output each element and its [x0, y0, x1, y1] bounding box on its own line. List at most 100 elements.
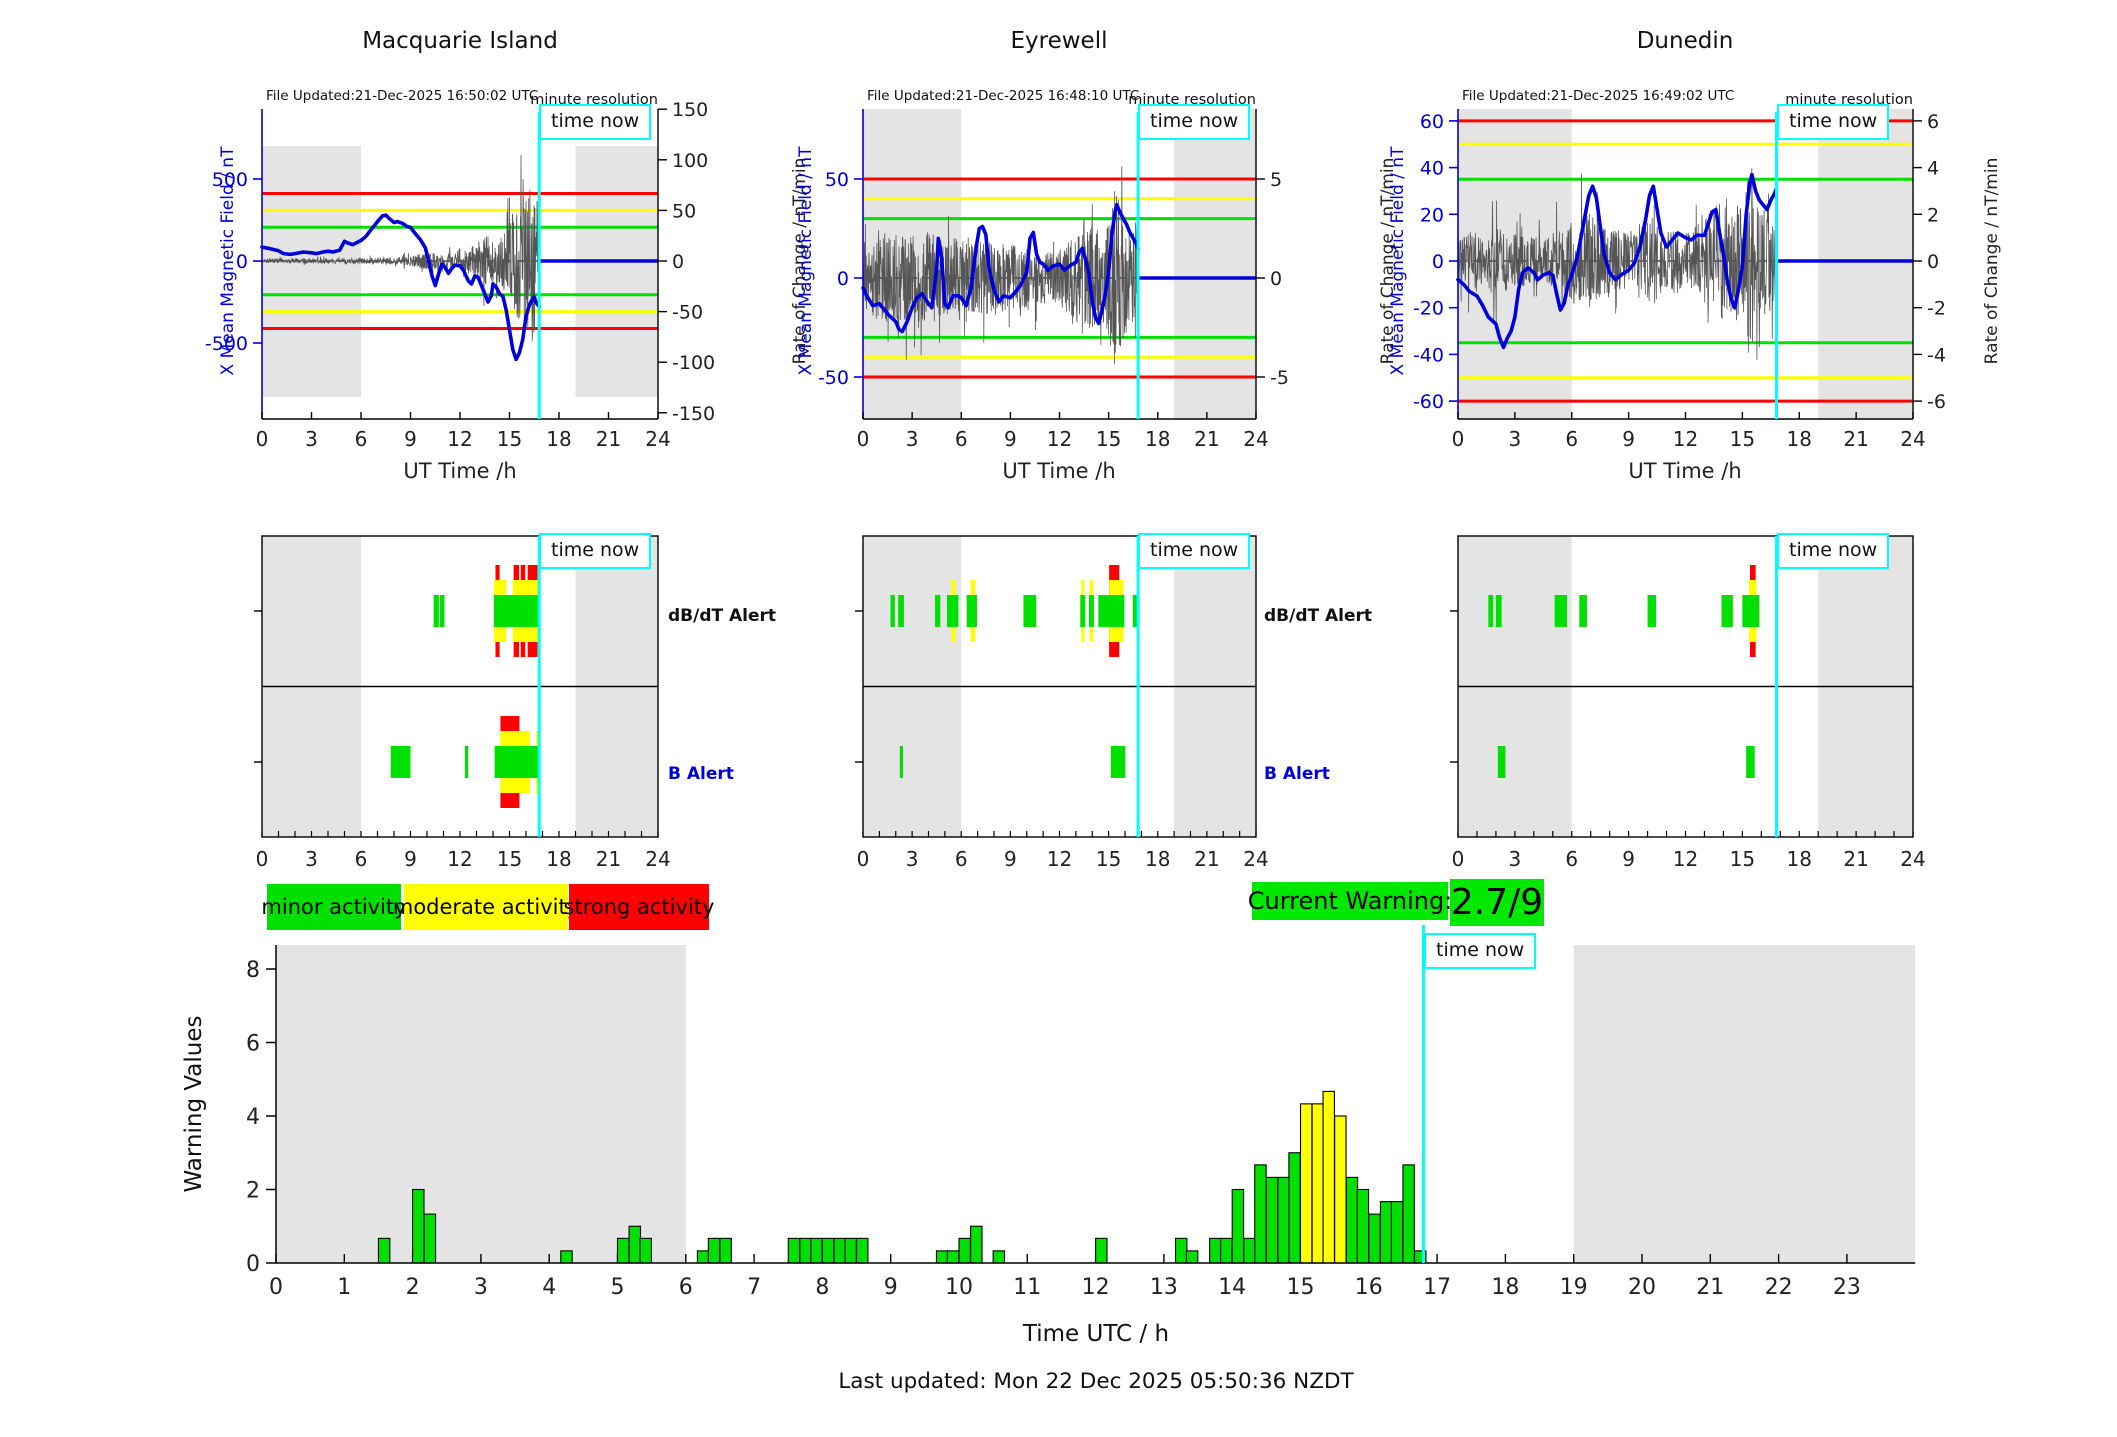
minute-resolution-macquarie: minute resolution — [530, 92, 658, 108]
svg-text:18: 18 — [546, 427, 571, 451]
svg-text:24: 24 — [1243, 847, 1268, 871]
svg-text:20: 20 — [1628, 1275, 1656, 1300]
svg-text:15: 15 — [1096, 427, 1121, 451]
svg-text:15: 15 — [1287, 1275, 1315, 1300]
svg-text:-6: -6 — [1927, 391, 1946, 413]
svg-text:0: 0 — [1270, 268, 1282, 290]
file-updated-eyrewell: File Updated:21-Dec-2025 16:48:10 UTC — [867, 88, 1140, 104]
file-updated-dunedin: File Updated:21-Dec-2025 16:49:02 UTC — [1462, 88, 1735, 104]
svg-text:12: 12 — [447, 847, 472, 871]
svg-text:0: 0 — [672, 251, 684, 273]
svg-text:-50: -50 — [818, 367, 849, 389]
dbdt-alert-label-macquarie: dB/dT Alert — [668, 606, 777, 626]
svg-text:50: 50 — [825, 169, 849, 191]
alert-panel-eyrewell: 0 3 6 9 12 15 18 21 24 — [855, 535, 1269, 871]
svg-text:60: 60 — [1420, 111, 1444, 133]
svg-text:5: 5 — [1270, 169, 1282, 191]
svg-text:3: 3 — [906, 427, 919, 451]
svg-text:3: 3 — [1509, 847, 1522, 871]
alert-panel-macquarie-island: 0 3 6 9 12 15 18 21 24 — [254, 535, 671, 871]
svg-text:0: 0 — [236, 251, 248, 273]
svg-text:0: 0 — [1452, 427, 1465, 451]
svg-text:15: 15 — [1730, 427, 1755, 451]
svg-text:19: 19 — [1560, 1275, 1588, 1300]
svg-text:0: 0 — [857, 427, 870, 451]
legend-strong-text: strong activity — [563, 895, 715, 919]
station-title-dunedin: Dunedin — [1636, 28, 1734, 54]
svg-text:23: 23 — [1833, 1275, 1861, 1300]
svg-text:18: 18 — [1491, 1275, 1519, 1300]
time-now-box-dunedin: time now — [1777, 104, 1890, 140]
svg-text:6: 6 — [355, 847, 368, 871]
svg-text:24: 24 — [645, 427, 670, 451]
svg-text:20: 20 — [1420, 204, 1444, 226]
svg-text:6: 6 — [955, 847, 968, 871]
last-updated-text: Last updated: Mon 22 Dec 2025 05:50:36 N… — [838, 1369, 1354, 1394]
svg-text:-500: -500 — [205, 333, 248, 355]
svg-text:2: 2 — [1927, 204, 1939, 226]
svg-text:16: 16 — [1355, 1275, 1383, 1300]
minute-resolution-dunedin: minute resolution — [1785, 92, 1913, 108]
svg-text:6: 6 — [246, 1032, 260, 1057]
svg-text:50: 50 — [672, 200, 696, 222]
svg-text:9: 9 — [1004, 427, 1017, 451]
svg-text:18: 18 — [1787, 427, 1812, 451]
svg-text:21: 21 — [596, 847, 621, 871]
svg-text:15: 15 — [497, 847, 522, 871]
svg-text:3: 3 — [906, 847, 919, 871]
svg-text:6: 6 — [955, 427, 968, 451]
svg-text:150: 150 — [672, 99, 708, 121]
svg-text:15: 15 — [1096, 847, 1121, 871]
svg-text:0: 0 — [857, 847, 870, 871]
svg-text:-20: -20 — [1413, 298, 1444, 320]
svg-text:10: 10 — [945, 1275, 973, 1300]
left-axis-label-macquarie: X Mean Magnetic Field / nT — [218, 146, 238, 376]
time-utc-axis-label: Time UTC / h — [1022, 1321, 1170, 1347]
svg-text:9: 9 — [404, 427, 417, 451]
legend-minor-text: minor activity — [261, 895, 407, 919]
svg-text:3: 3 — [1509, 427, 1522, 451]
time-now-box-eyrewell: time now — [1138, 104, 1251, 140]
svg-text:15: 15 — [497, 427, 522, 451]
svg-text:12: 12 — [1047, 847, 1072, 871]
svg-text:6: 6 — [1565, 847, 1578, 871]
svg-text:-40: -40 — [1413, 344, 1444, 366]
svg-text:-100: -100 — [672, 352, 715, 374]
legend-moderate-text: moderate activity — [392, 895, 580, 919]
svg-text:21: 21 — [1843, 847, 1868, 871]
station-title-eyrewell: Eyrewell — [1010, 28, 1108, 54]
dbdt-alert-label-eyrewell: dB/dT Alert — [1264, 606, 1373, 626]
svg-text:21: 21 — [1843, 427, 1868, 451]
svg-text:0: 0 — [1927, 251, 1939, 273]
svg-text:12: 12 — [447, 427, 472, 451]
svg-text:12: 12 — [1082, 1275, 1110, 1300]
svg-text:9: 9 — [1004, 847, 1017, 871]
b-alert-label-macquarie: B Alert — [668, 764, 734, 784]
svg-text:12: 12 — [1673, 427, 1698, 451]
svg-text:21: 21 — [1194, 847, 1219, 871]
svg-text:-50: -50 — [672, 302, 703, 324]
legend-strong-activity: strong activity — [564, 884, 714, 930]
svg-text:6: 6 — [679, 1275, 693, 1300]
svg-text:24: 24 — [645, 847, 670, 871]
legend-moderate-activity: moderate activity — [393, 884, 579, 930]
svg-text:4: 4 — [1927, 158, 1939, 180]
svg-text:14: 14 — [1218, 1275, 1246, 1300]
svg-text:18: 18 — [1145, 847, 1170, 871]
time-now-box-warning-chart: time now — [1424, 933, 1537, 969]
svg-text:9: 9 — [1622, 427, 1635, 451]
current-warning-label: Current Warning: — [1248, 882, 1452, 920]
left-axis-label-dunedin: X Mean Magnetic Field / nT — [1388, 146, 1408, 376]
svg-text:-5: -5 — [1270, 367, 1289, 389]
svg-text:3: 3 — [305, 847, 318, 871]
svg-text:18: 18 — [1787, 847, 1812, 871]
svg-text:500: 500 — [212, 169, 248, 191]
svg-text:0: 0 — [256, 427, 269, 451]
svg-text:3: 3 — [474, 1275, 488, 1300]
time-now-box-alert-macquarie: time now — [539, 533, 652, 569]
time-now-box-alert-eyrewell: time now — [1138, 533, 1251, 569]
